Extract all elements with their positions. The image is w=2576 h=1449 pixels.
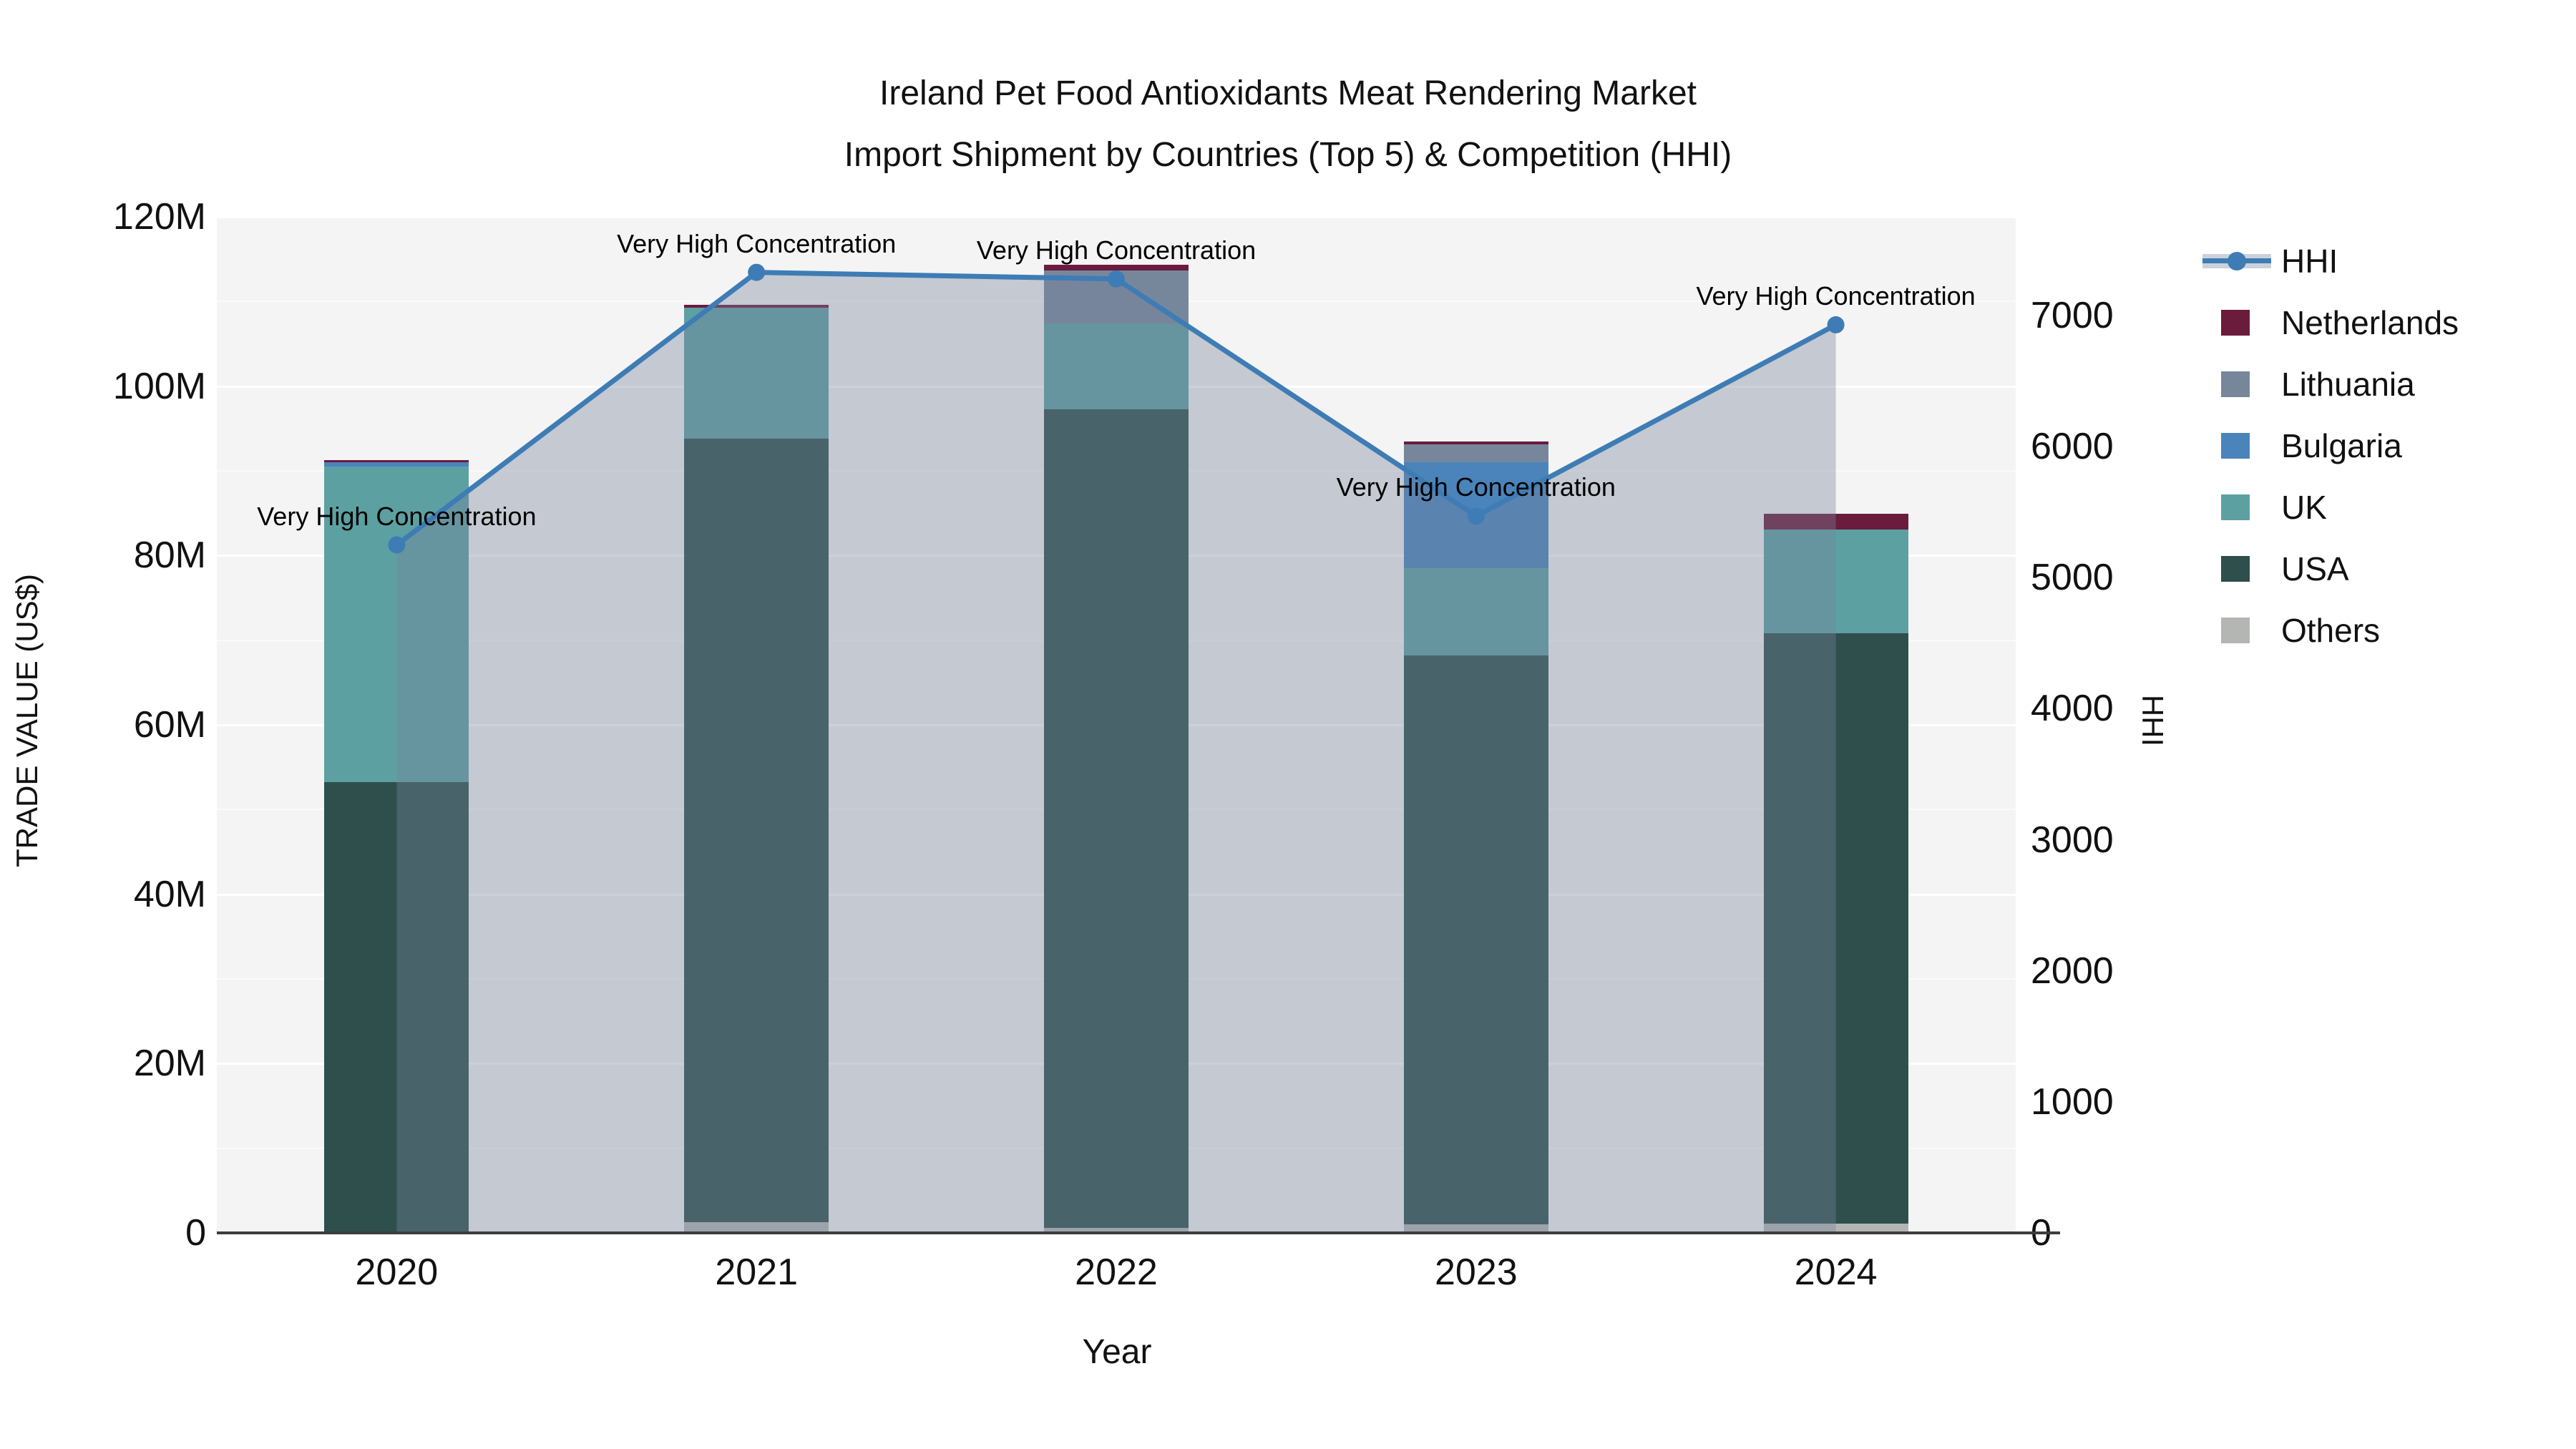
right-tick-1000: 1000 (2031, 1080, 2114, 1123)
netherlands-swatch-icon (2202, 292, 2271, 353)
uk-swatch-icon (2202, 477, 2271, 538)
left-tick-120m: 120M (112, 196, 206, 238)
legend-item-uk[interactable]: UK (2202, 477, 2459, 538)
bar-segment-netherlands-2024 (1764, 514, 1908, 530)
left-tick-60m: 60M (133, 704, 206, 746)
x-axis-title: Year (1082, 1333, 1152, 1371)
right-tick-3000: 3000 (2031, 819, 2114, 861)
bar-segment-uk-2022 (1044, 323, 1189, 409)
legend-label-others: Others (2281, 612, 2381, 649)
chart-title-line2: Import Shipment by Countries (Top 5) & C… (844, 136, 1732, 174)
bar-segment-lithuania-2022 (1044, 270, 1189, 324)
bar-segment-netherlands-2020 (324, 459, 469, 463)
legend-item-usa[interactable]: USA (2202, 538, 2459, 600)
x-tick-2022: 2022 (1075, 1252, 1158, 1293)
bar-segment-netherlands-2021 (684, 305, 829, 308)
annotation-2024: Very High Concentration (1696, 280, 1976, 311)
x-axis-line (217, 1231, 2060, 1234)
gridline-major-120m (217, 216, 2016, 218)
right-tick-4000: 4000 (2031, 688, 2114, 730)
legend-label-hhi: HHI (2281, 243, 2338, 280)
bulgaria-swatch-icon (2202, 415, 2271, 477)
bar-segment-others-2022 (1044, 1227, 1189, 1233)
bar-segment-netherlands-2022 (1044, 265, 1189, 270)
bar-segment-others-2023 (1404, 1224, 1548, 1233)
legend-label-netherlands: Netherlands (2281, 304, 2459, 341)
left-tick-0: 0 (185, 1212, 206, 1254)
bar-segment-uk-2021 (684, 307, 829, 439)
bar-segment-uk-2023 (1404, 568, 1548, 655)
bar-segment-lithuania-2023 (1404, 444, 1548, 463)
chart-title-line1: Ireland Pet Food Antioxidants Meat Rende… (879, 74, 1697, 112)
legend-item-hhi[interactable]: HHI (2202, 230, 2459, 292)
x-tick-2020: 2020 (355, 1252, 439, 1293)
plot-area (217, 216, 2016, 1233)
legend: HHI Netherlands Lithuania Bulgaria UK USA Othe… (2202, 230, 2459, 661)
bar-segment-bulgaria-2020 (324, 462, 469, 467)
bar-segment-usa-2024 (1764, 633, 1908, 1224)
bar-segment-usa-2020 (324, 782, 469, 1233)
lithuania-swatch-icon (2202, 353, 2271, 415)
right-tick-6000: 6000 (2031, 426, 2114, 468)
x-tick-2023: 2023 (1434, 1252, 1518, 1293)
legend-label-bulgaria: Bulgaria (2281, 427, 2402, 464)
bar-segment-uk-2024 (1764, 529, 1908, 634)
left-tick-20m: 20M (133, 1043, 206, 1085)
bar-segment-others-2021 (684, 1221, 829, 1233)
chart-title: Ireland Pet Food Antioxidants Meat Rende… (0, 63, 2576, 186)
left-tick-40m: 40M (133, 873, 206, 915)
bar-segment-netherlands-2023 (1404, 441, 1548, 445)
legend-item-bulgaria[interactable]: Bulgaria (2202, 415, 2459, 477)
legend-item-netherlands[interactable]: Netherlands (2202, 292, 2459, 353)
legend-item-lithuania[interactable]: Lithuania (2202, 353, 2459, 415)
bar-segment-others-2024 (1764, 1223, 1908, 1233)
legend-item-others[interactable]: Others (2202, 600, 2459, 661)
legend-label-usa: USA (2281, 550, 2349, 587)
right-tick-7000: 7000 (2031, 295, 2114, 337)
right-tick-5000: 5000 (2031, 557, 2114, 599)
bar-segment-usa-2021 (684, 439, 829, 1222)
annotation-2020: Very High Concentration (257, 501, 537, 531)
annotation-2022: Very High Concentration (976, 235, 1257, 265)
right-tick-2000: 2000 (2031, 950, 2114, 992)
x-tick-2021: 2021 (715, 1252, 799, 1293)
hhi-line-icon (2202, 230, 2271, 292)
left-tick-100m: 100M (112, 365, 206, 407)
legend-label-uk: UK (2281, 489, 2327, 526)
bar-segment-usa-2022 (1044, 409, 1189, 1228)
annotation-2023: Very High Concentration (1336, 472, 1616, 502)
left-axis-title: TRADE VALUE (US$) (10, 574, 44, 867)
legend-label-lithuania: Lithuania (2281, 366, 2415, 403)
annotation-2021: Very High Concentration (617, 228, 897, 258)
others-swatch-icon (2202, 600, 2271, 661)
left-tick-80m: 80M (133, 535, 206, 577)
right-axis-title: HHI (2136, 694, 2170, 747)
x-tick-2024: 2024 (1794, 1252, 1878, 1293)
bar-segment-usa-2023 (1404, 655, 1548, 1225)
usa-swatch-icon (2202, 538, 2271, 600)
